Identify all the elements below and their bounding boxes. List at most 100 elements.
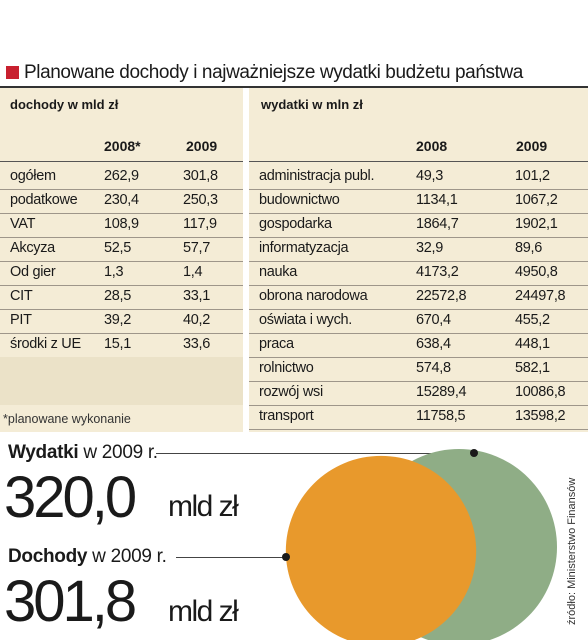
empty-row (0, 381, 243, 405)
footnote: *planowane wykonanie (3, 412, 131, 426)
expenses-col-2009: 2009 (516, 138, 548, 154)
row-value: 28,5 (104, 288, 132, 304)
row-label: PIT (10, 312, 32, 328)
row-value: 13598,2 (515, 408, 566, 424)
row-label: obrona narodowa (259, 288, 368, 304)
row-label: podatkowe (10, 192, 78, 208)
revenue-unit: mld zł (168, 595, 239, 628)
row-value: 22572,8 (416, 288, 467, 304)
table-row: Od gier 1,3 1,4 (0, 261, 243, 286)
row-label: rozwój wsi (259, 384, 323, 400)
row-value: 230,4 (104, 192, 139, 208)
row-label: praca (259, 336, 294, 352)
revenue-connector (176, 557, 284, 558)
table-row: ogółem 262,9 301,8 (0, 165, 243, 190)
row-value: 15289,4 (416, 384, 467, 400)
row-value: 117,9 (183, 216, 217, 232)
revenue-table-title: dochody w mld zł (10, 97, 119, 112)
chart-title: Planowane dochody i najważniejsze wydatk… (6, 62, 586, 84)
row-value: 32,9 (416, 240, 444, 256)
table-row: administracja publ. 49,3 101,2 (249, 165, 588, 190)
table-row: VAT 108,9 117,9 (0, 213, 243, 238)
empty-row (0, 357, 243, 382)
row-label: Od gier (10, 264, 56, 280)
row-value: 33,6 (183, 336, 211, 352)
table-row: podatkowe 230,4 250,3 (0, 189, 243, 214)
revenue-header-rule (0, 161, 243, 162)
row-value: 15,1 (104, 336, 132, 352)
expenses-header-rule (249, 161, 588, 162)
row-label: administracja publ. (259, 168, 375, 184)
row-value: 1902,1 (515, 216, 558, 232)
row-value: 301,8 (183, 168, 218, 184)
table-row: nauka 4173,2 4950,8 (249, 261, 588, 286)
row-value: 57,7 (183, 240, 211, 256)
table-row: rolnictwo 574,8 582,1 (249, 357, 588, 382)
expenses-connector (156, 453, 472, 454)
row-label: informatyzacja (259, 240, 349, 256)
row-value: 101,2 (515, 168, 550, 184)
row-value: 10086,8 (515, 384, 566, 400)
row-label: budownictwo (259, 192, 340, 208)
row-value: 24497,8 (515, 288, 566, 304)
row-value: 4950,8 (515, 264, 558, 280)
revenue-circle (285, 455, 477, 640)
row-label: Akcyza (10, 240, 55, 256)
row-value: 455,2 (515, 312, 550, 328)
table-row: praca 638,4 448,1 (249, 333, 588, 358)
row-label: transport (259, 408, 314, 424)
title-text: Planowane dochody i najważniejsze wydatk… (24, 62, 523, 83)
table-row: PIT 39,2 40,2 (0, 309, 243, 334)
row-value: 1,4 (183, 264, 203, 280)
row-value: 582,1 (515, 360, 550, 376)
row-value: 1864,7 (416, 216, 459, 232)
row-value: 638,4 (416, 336, 451, 352)
revenue-label: Dochody w 2009 r. (8, 546, 167, 567)
row-label: rolnictwo (259, 360, 314, 376)
panel-separator (243, 88, 249, 432)
row-value: 4173,2 (416, 264, 459, 280)
row-value: 1,3 (104, 264, 124, 280)
revenue-connector-dot (282, 553, 290, 561)
revenue-value: 301,8 (4, 569, 137, 634)
table-row: CIT 28,5 33,1 (0, 285, 243, 310)
row-value: 11758,5 (416, 408, 466, 424)
row-value: 670,4 (416, 312, 451, 328)
title-marker (6, 66, 19, 79)
row-label: nauka (259, 264, 298, 280)
row-label: ogółem (10, 168, 56, 184)
expenses-unit: mld zł (168, 490, 239, 523)
row-label: CIT (10, 288, 33, 304)
table-row: gospodarka 1864,7 1902,1 (249, 213, 588, 238)
row-label: środki z UE (10, 336, 81, 352)
expenses-table-title: wydatki w mln zł (261, 97, 363, 112)
row-value: 262,9 (104, 168, 139, 184)
row-value: 108,9 (104, 216, 139, 232)
table-row: obrona narodowa 22572,8 24497,8 (249, 285, 588, 310)
row-value: 89,6 (515, 240, 543, 256)
row-value: 574,8 (416, 360, 451, 376)
revenue-col-2009: 2009 (186, 138, 218, 154)
table-row: transport 11758,5 13598,2 (249, 405, 588, 430)
row-label: oświata i wych. (259, 312, 353, 328)
row-value: 1134,1 (416, 192, 458, 208)
table-row: informatyzacja 32,9 89,6 (249, 237, 588, 262)
expenses-value: 320,0 (4, 465, 137, 530)
expenses-col-2008: 2008 (416, 138, 448, 154)
row-value: 49,3 (416, 168, 444, 184)
expenses-connector-dot (470, 449, 478, 457)
table-row: Akcyza 52,5 57,7 (0, 237, 243, 262)
row-value: 52,5 (104, 240, 132, 256)
row-label: VAT (10, 216, 36, 232)
expenses-panel (249, 88, 588, 432)
title-rule (0, 86, 588, 88)
row-value: 33,1 (183, 288, 211, 304)
row-label: gospodarka (259, 216, 332, 232)
row-value: 250,3 (183, 192, 218, 208)
row-value: 40,2 (183, 312, 211, 328)
table-row: oświata i wych. 670,4 455,2 (249, 309, 588, 334)
source-note: źródło: Ministerstwo Finansów (566, 477, 578, 625)
row-value: 1067,2 (515, 192, 558, 208)
table-row: budownictwo 1134,1 1067,2 (249, 189, 588, 214)
